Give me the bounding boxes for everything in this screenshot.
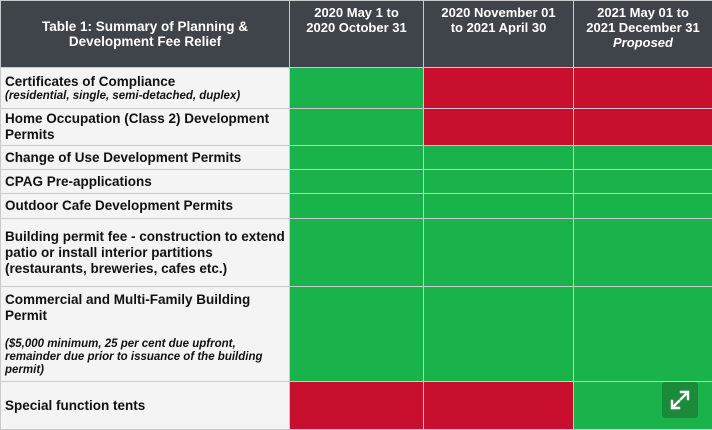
status-cell-red: [573, 108, 712, 146]
table-title: Table 1: Summary of Planning & Developme…: [0, 0, 290, 68]
table-row: Outdoor Cafe Development Permits: [0, 193, 712, 219]
status-cell-green: [289, 218, 424, 287]
column-header-line1: 2020 May 1 to: [314, 5, 399, 20]
expand-button[interactable]: [662, 382, 698, 418]
column-header-line2: to 2021 April 30: [450, 20, 547, 35]
status-cell-green: [289, 169, 424, 194]
row-label: Building permit fee - construction to ex…: [5, 228, 285, 276]
status-cell-red: [289, 381, 424, 430]
row-label-cell: Special function tents: [0, 381, 290, 430]
table-row: Change of Use Development Permits: [0, 145, 712, 170]
table-row: CPAG Pre-applications: [0, 169, 712, 194]
row-label-cell: Certificates of Compliance (residential, …: [0, 67, 290, 109]
row-label: Change of Use Development Permits: [5, 149, 242, 165]
status-cell-green: [573, 145, 712, 170]
column-header-line1: 2020 November 01: [441, 5, 556, 20]
table-row: Commercial and Multi-Family Building Per…: [0, 286, 712, 382]
proposed-label: Proposed: [613, 35, 673, 50]
column-header-period-1: 2020 May 1 to 2020 October 31: [289, 0, 424, 68]
row-label-cell: Outdoor Cafe Development Permits: [0, 193, 290, 219]
table-body: Certificates of Compliance (residential, …: [0, 67, 712, 430]
table-row: Special function tents: [0, 381, 712, 430]
row-label: Commercial and Multi-Family Building Per…: [5, 291, 251, 323]
column-header-line2: 2020 October 31: [306, 20, 407, 35]
status-cell-green: [573, 169, 712, 194]
row-label-cell: Change of Use Development Permits: [0, 145, 290, 170]
row-label: Outdoor Cafe Development Permits: [5, 198, 234, 213]
row-label-cell: Home Occupation (Class 2) Development Pe…: [0, 108, 290, 146]
column-header-period-2: 2020 November 01 to 2021 April 30: [423, 0, 574, 68]
status-cell-green: [423, 286, 574, 382]
row-label: Certificates of Compliance: [5, 73, 176, 89]
column-header-line1: 2021 May 01 to: [597, 5, 689, 20]
status-cell-green: [289, 193, 424, 219]
status-cell-green: [423, 193, 574, 219]
row-sublabel: (residential, single, semi-detached, dup…: [5, 89, 241, 102]
column-header-period-3: 2021 May 01 to 2021 December 31 Proposed: [573, 0, 712, 68]
status-cell-green: [423, 218, 574, 287]
status-cell-red: [573, 67, 712, 109]
row-label-cell: CPAG Pre-applications: [0, 169, 290, 194]
status-cell-green: [423, 169, 574, 194]
table-row: Building permit fee - construction to ex…: [0, 218, 712, 287]
expand-icon: [670, 390, 690, 410]
row-label-cell: Commercial and Multi-Family Building Per…: [0, 286, 290, 382]
status-cell-green: [573, 286, 712, 382]
status-cell-green: [289, 286, 424, 382]
status-cell-green: [423, 145, 574, 170]
status-cell-green: [289, 67, 424, 109]
status-cell-green: [289, 108, 424, 146]
table-row: Home Occupation (Class 2) Development Pe…: [0, 108, 712, 146]
row-label: CPAG Pre-applications: [5, 173, 152, 189]
header-row: Table 1: Summary of Planning & Developme…: [0, 0, 712, 68]
status-cell-red: [423, 108, 574, 146]
status-cell-red: [423, 381, 574, 430]
column-header-line2: 2021 December 31: [586, 20, 700, 35]
row-label: Home Occupation (Class 2) Development Pe…: [5, 111, 270, 142]
status-cell-green: [573, 218, 712, 287]
status-cell-green: [573, 193, 712, 219]
row-label-cell: Building permit fee - construction to ex…: [0, 218, 290, 287]
row-note: ($5,000 minimum, 25 per cent due upfront…: [5, 337, 263, 376]
status-cell-green: [289, 145, 424, 170]
row-label: Special function tents: [5, 397, 146, 413]
status-cell-red: [423, 67, 574, 109]
table-row: Certificates of Compliance (residential, …: [0, 67, 712, 109]
